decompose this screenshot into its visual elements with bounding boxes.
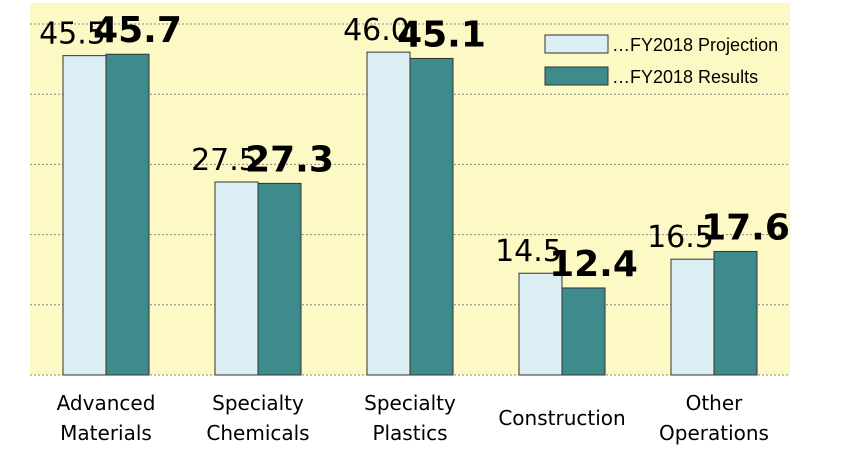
bar <box>518 272 563 376</box>
x-tick-label: Other Operations <box>659 391 769 445</box>
data-label: 27.3 <box>245 139 334 180</box>
legend-swatch <box>544 34 609 54</box>
x-tick-label: Specialty Chemicals <box>206 391 309 445</box>
legend-label: …FY2018 Projection <box>612 35 778 55</box>
bar <box>366 51 411 376</box>
data-label: 45.1 <box>397 14 486 55</box>
legend-swatch <box>544 66 609 86</box>
bar <box>670 258 715 376</box>
bar <box>713 250 758 376</box>
data-label: 14.5 <box>495 234 562 269</box>
bar <box>105 53 150 376</box>
x-tick-label: Construction <box>498 406 625 430</box>
data-label: 16.5 <box>647 220 714 255</box>
data-label: 17.6 <box>701 207 790 248</box>
data-label: 12.4 <box>549 244 638 285</box>
x-tick-label: Specialty Plastics <box>364 391 456 445</box>
data-label: 45.7 <box>93 10 182 51</box>
data-label: 45.5 <box>39 17 106 52</box>
legend-label: …FY2018 Results <box>612 67 758 87</box>
bar <box>257 182 302 376</box>
data-label: 27.5 <box>191 143 258 178</box>
bar <box>62 55 107 376</box>
bar <box>561 287 606 376</box>
data-label: 46.0 <box>343 13 410 48</box>
bar <box>214 181 259 376</box>
bar <box>409 57 454 376</box>
x-tick-label: Advanced Materials <box>57 391 156 445</box>
